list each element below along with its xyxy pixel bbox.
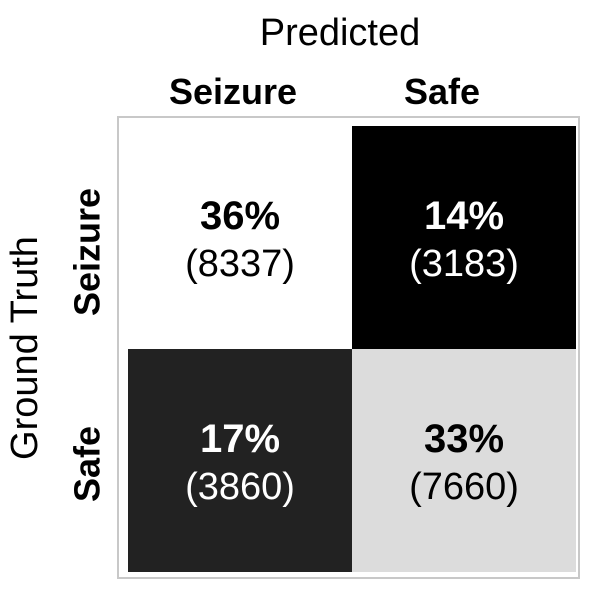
row-label-safe: Safe xyxy=(66,425,108,503)
cell-seizure-safe: 14% (3183) xyxy=(352,126,576,349)
row-label-seizure: Seizure xyxy=(66,187,108,317)
cell-safe-seizure: 17% (3860) xyxy=(128,349,352,572)
cell-safe-safe: 33% (7660) xyxy=(352,349,576,572)
cell-percent: 14% xyxy=(423,194,505,238)
cell-seizure-seizure: 36% (8337) xyxy=(128,126,352,349)
cell-count: (3860) xyxy=(185,466,295,508)
column-label-seizure: Seizure xyxy=(168,71,298,112)
column-label-safe: Safe xyxy=(403,71,481,112)
ground-truth-axis-title: Ground Truth xyxy=(4,236,46,460)
cell-count: (3183) xyxy=(409,243,519,285)
cell-count: (8337) xyxy=(185,243,295,285)
cell-percent: 36% xyxy=(199,194,281,238)
cell-percent: 33% xyxy=(423,417,505,461)
cell-count: (7660) xyxy=(409,466,519,508)
cell-percent: 17% xyxy=(199,417,281,461)
predicted-axis-title: Predicted xyxy=(259,12,421,54)
confusion-matrix-frame: 36% (8337) 14% (3183) 17% (3860) 33% (76… xyxy=(117,116,580,579)
